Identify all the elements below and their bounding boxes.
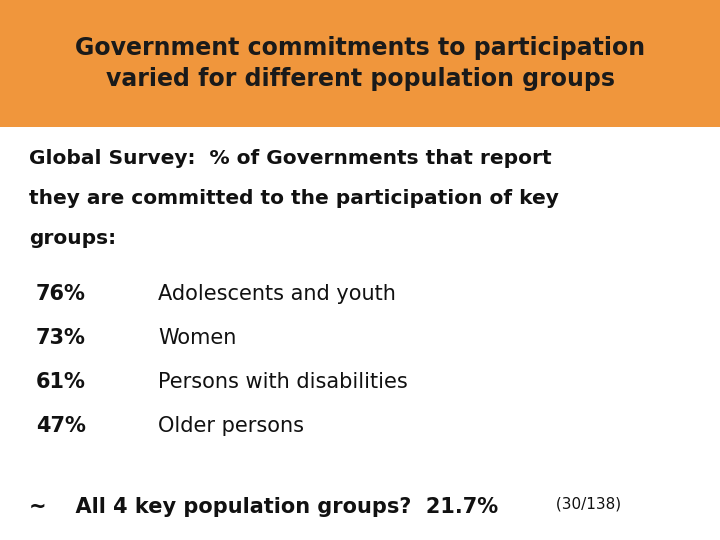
- Text: they are committed to the participation of key: they are committed to the participation …: [29, 189, 559, 208]
- Text: Government commitments to participation
varied for different population groups: Government commitments to participation …: [75, 36, 645, 91]
- Text: Women: Women: [158, 328, 237, 348]
- Text: groups:: groups:: [29, 230, 116, 248]
- Text: Adolescents and youth: Adolescents and youth: [158, 284, 396, 303]
- Text: All 4 key population groups?  21.7%: All 4 key population groups? 21.7%: [61, 497, 498, 517]
- Text: ~: ~: [29, 497, 46, 517]
- Text: 47%: 47%: [36, 416, 86, 436]
- Text: 61%: 61%: [36, 372, 86, 392]
- Text: (30/138): (30/138): [551, 497, 621, 512]
- FancyBboxPatch shape: [0, 0, 720, 127]
- Text: Global Survey:  % of Governments that report: Global Survey: % of Governments that rep…: [29, 148, 552, 167]
- Text: Older persons: Older persons: [158, 416, 305, 436]
- Text: 73%: 73%: [36, 328, 86, 348]
- Text: 76%: 76%: [36, 284, 86, 303]
- Text: Persons with disabilities: Persons with disabilities: [158, 372, 408, 392]
